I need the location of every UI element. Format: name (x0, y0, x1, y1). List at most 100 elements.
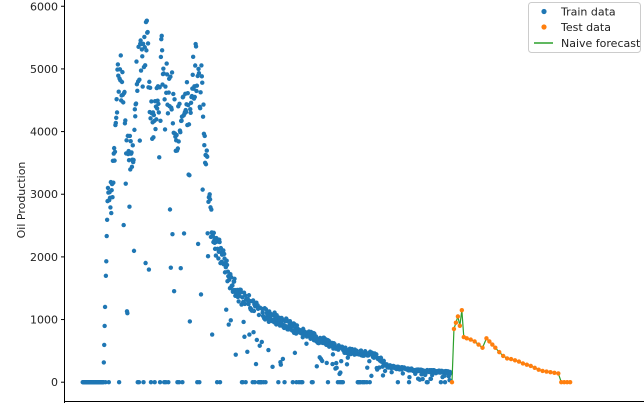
train-data-point (259, 339, 264, 345)
train-data-point (192, 94, 197, 100)
train-data-point (135, 88, 140, 94)
train-data-point (221, 248, 226, 253)
train-data-point (310, 380, 315, 385)
y-tick-label: 3000 (30, 188, 58, 201)
test-data-point (464, 336, 469, 341)
train-data-point (374, 352, 379, 357)
test-data-point (480, 345, 485, 350)
train-data-point (213, 253, 219, 258)
train-data-point (340, 380, 346, 385)
train-data-point (211, 230, 217, 236)
train-data-point (205, 254, 211, 259)
train-data-point (145, 29, 150, 35)
train-data-point (166, 380, 171, 385)
train-data-point (140, 84, 145, 89)
train-data-point (197, 380, 202, 385)
train-data-point (345, 355, 351, 360)
train-data-point (106, 380, 111, 385)
test-data-point (472, 339, 477, 344)
train-data-point (109, 210, 114, 216)
train-data-point (187, 319, 193, 324)
train-data-point (137, 138, 142, 143)
train-data-point (132, 127, 137, 133)
train-data-point (116, 380, 122, 385)
train-data-point (171, 91, 176, 97)
train-data-point (367, 358, 372, 364)
train-data-point (428, 376, 434, 382)
train-data-point (185, 91, 190, 96)
train-data-point (242, 301, 248, 307)
test-data-point (497, 349, 502, 355)
train-data-point (108, 205, 113, 210)
train-data-point (221, 251, 227, 257)
test-data-point (453, 320, 459, 325)
train-data-point (157, 380, 163, 385)
train-data-point (200, 187, 205, 192)
train-data-point (131, 157, 136, 163)
test-data-point (459, 307, 465, 313)
train-data-point (226, 322, 231, 327)
train-data-point (242, 334, 247, 339)
test-data-point (493, 345, 498, 350)
legend-train-marker (541, 8, 547, 15)
train-data-point (367, 380, 372, 385)
train-data-point (141, 380, 146, 385)
train-data-point (161, 71, 166, 76)
train-data-point (193, 44, 199, 49)
test-data-point (490, 342, 495, 347)
test-data-point (540, 368, 545, 374)
train-data-point (176, 380, 182, 385)
train-data-point (120, 69, 125, 75)
legend-test-label: Test data (560, 21, 611, 34)
train-data-point (292, 350, 298, 356)
test-data-point (457, 323, 463, 329)
train-data-point (207, 197, 213, 202)
y-tick-label: 4000 (30, 126, 58, 139)
test-data-point (556, 371, 561, 376)
train-data-point (233, 352, 238, 357)
train-data-point (127, 133, 133, 139)
train-data-point (103, 273, 109, 278)
train-data-point (177, 101, 182, 107)
train-data-point (251, 308, 257, 314)
train-data-point (236, 299, 241, 304)
train-data-point (123, 118, 128, 123)
train-data-point (217, 380, 223, 385)
train-data-point (110, 195, 115, 200)
train-data-point (276, 380, 281, 385)
train-data-point (172, 97, 177, 102)
train-data-point (103, 380, 108, 385)
train-data-point (101, 360, 107, 365)
train-data-point (133, 101, 139, 106)
train-data-point (200, 80, 205, 85)
train-data-point (111, 145, 117, 151)
train-data-point (169, 70, 175, 75)
train-data-point (138, 38, 143, 43)
train-data-point (188, 110, 193, 116)
train-data-point (190, 54, 196, 60)
train-data-point (395, 380, 401, 385)
train-data-point (176, 139, 181, 144)
train-data-point (377, 365, 382, 370)
train-data-point (194, 88, 199, 94)
train-data-point (137, 77, 142, 82)
train-data-point (228, 318, 233, 323)
plot-area (80, 18, 573, 385)
train-data-point (202, 142, 207, 148)
train-data-point (161, 66, 166, 71)
train-data-point (204, 148, 209, 153)
train-data-point (164, 72, 170, 77)
test-data-point (512, 358, 518, 363)
train-data-point (241, 319, 246, 325)
train-data-point (344, 362, 350, 367)
test-data-point (516, 359, 522, 364)
train-data-point (188, 107, 193, 112)
train-data-point (280, 356, 286, 362)
train-data-point (205, 154, 210, 159)
train-data-point (186, 122, 192, 127)
train-data-point (278, 362, 284, 367)
train-data-point (224, 262, 230, 268)
train-data-point (232, 276, 237, 281)
test-data-point (552, 370, 557, 375)
test-data-point (520, 361, 526, 366)
